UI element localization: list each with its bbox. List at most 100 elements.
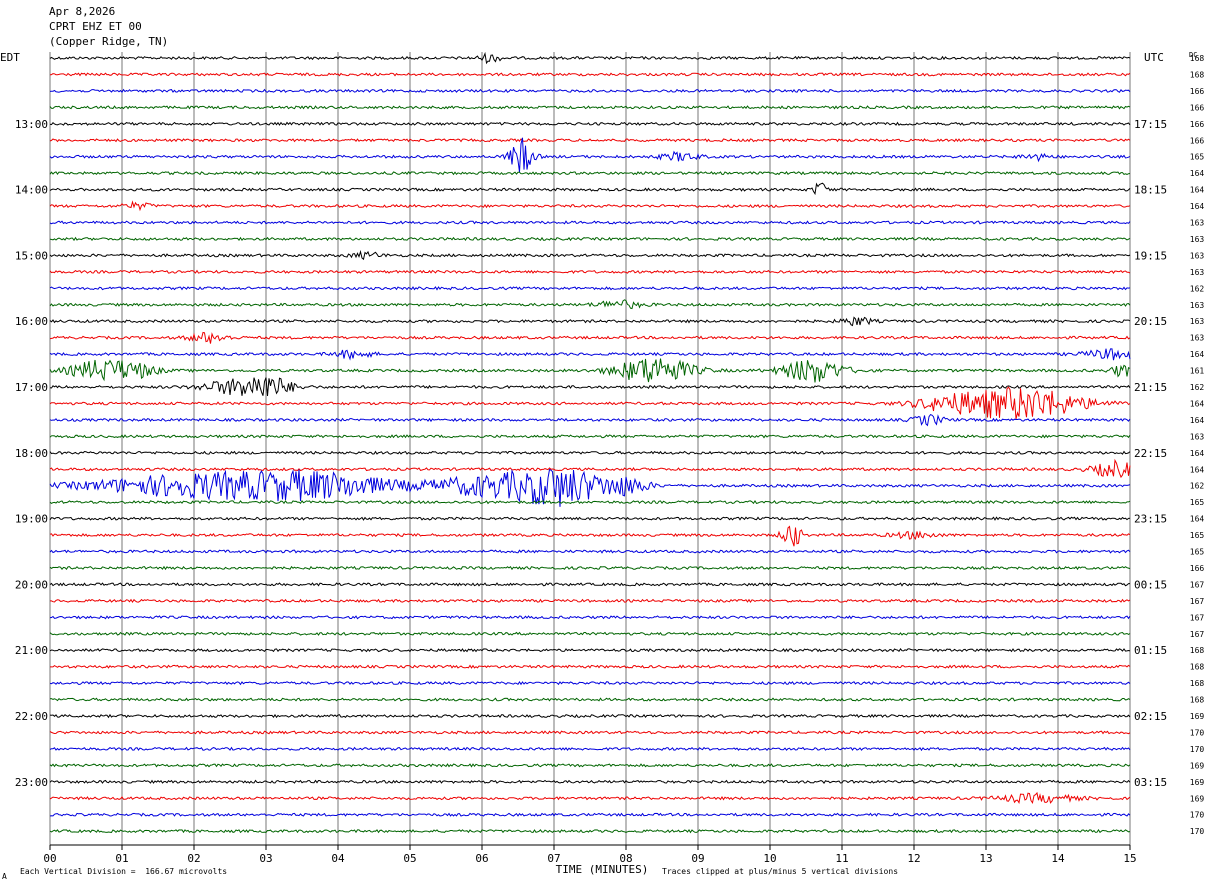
x-tick-label: 04 (331, 852, 345, 865)
trace-row-46 (49, 812, 1131, 817)
trace-row-3 (49, 105, 1131, 110)
utc-hour-label: 00:15 (1134, 578, 1167, 591)
x-tick-label: 01 (115, 852, 128, 865)
trace-row-47 (49, 828, 1131, 834)
utc-hour-label: 23:15 (1134, 513, 1167, 526)
trace-row-36 (49, 648, 1131, 653)
x-tick-label: 02 (187, 852, 200, 865)
dc-offset-label: 164 (1190, 416, 1205, 425)
trace-row-34 (49, 615, 1131, 620)
dc-offset-label: 163 (1190, 301, 1205, 310)
x-tick-label: 15 (1123, 852, 1136, 865)
dc-offset-label: 167 (1190, 580, 1205, 589)
trace-row-26 (49, 468, 1131, 507)
trace-row-0 (49, 51, 1131, 65)
trace-row-39 (49, 697, 1131, 702)
edt-hour-label: 13:00 (15, 118, 48, 131)
dc-offset-label: 168 (1190, 679, 1205, 688)
utc-axis-label: UTC (1144, 51, 1164, 64)
dc-offset-label: 170 (1190, 827, 1205, 836)
dc-offset-label: 165 (1190, 548, 1205, 557)
edt-hour-label: 18:00 (15, 447, 48, 460)
utc-hour-label: 22:15 (1134, 447, 1167, 460)
dc-offset-label: 170 (1190, 728, 1205, 737)
dc-offset-label: 164 (1190, 186, 1205, 195)
dc-offset-label: 170 (1190, 811, 1205, 820)
edt-hour-label: 19:00 (15, 513, 48, 526)
dc-offset-label: 166 (1190, 87, 1205, 96)
dc-offset-label: 165 (1190, 498, 1205, 507)
edt-hour-label: 14:00 (15, 184, 48, 197)
edt-hour-label: 22:00 (15, 710, 48, 723)
utc-hour-label: 19:15 (1134, 249, 1167, 262)
x-tick-label: 13 (979, 852, 992, 865)
dc-offset-label: 168 (1190, 646, 1205, 655)
trace-row-28 (49, 516, 1131, 521)
dc-offset-label: 163 (1190, 317, 1205, 326)
trace-row-25 (49, 458, 1131, 479)
trace-row-23 (49, 434, 1131, 439)
trace-row-43 (49, 763, 1131, 768)
trace-row-42 (49, 746, 1131, 752)
utc-hour-label: 02:15 (1134, 710, 1167, 723)
x-tick-label: 12 (907, 852, 920, 865)
dc-offset-label: 163 (1190, 334, 1205, 343)
trace-row-24 (49, 450, 1131, 455)
trace-row-4 (49, 121, 1131, 126)
dc-offset-label: 167 (1190, 630, 1205, 639)
dc-offset-label: 163 (1190, 235, 1205, 244)
dc-offset-label: 164 (1190, 350, 1205, 359)
dc-offset-label: 164 (1190, 169, 1205, 178)
edt-hour-label: 23:00 (15, 776, 48, 789)
trace-row-41 (49, 730, 1131, 735)
trace-row-14 (49, 286, 1131, 291)
dc-offset-label: 164 (1190, 399, 1205, 408)
edt-hour-label: 17:00 (15, 381, 48, 394)
trace-row-11 (49, 236, 1131, 242)
edt-hour-label: 21:00 (15, 644, 48, 657)
utc-hour-label: 03:15 (1134, 776, 1167, 789)
date-label: Apr 8,2026 (49, 5, 116, 18)
x-tick-label: 09 (691, 852, 704, 865)
utc-hour-label: 20:15 (1134, 315, 1167, 328)
dc-offset-label: 162 (1190, 482, 1205, 491)
dc-offset-label: 163 (1190, 268, 1205, 277)
dc-offset-label: 162 (1190, 284, 1205, 293)
dc-offset-label: 167 (1190, 597, 1205, 606)
trace-row-16 (49, 316, 1131, 327)
trace-row-21 (49, 386, 1131, 420)
trace-row-2 (49, 88, 1131, 94)
trace-row-40 (49, 713, 1131, 719)
dc-offset-label: 166 (1190, 136, 1205, 145)
trace-row-27 (49, 499, 1131, 505)
scale-note: Each Vertical Division = 166.67 microvol… (20, 867, 228, 876)
dc-offset-label: 168 (1190, 70, 1205, 79)
x-tick-label: 08 (619, 852, 632, 865)
trace-row-18 (49, 348, 1131, 361)
x-tick-label: 03 (259, 852, 272, 865)
dc-offset-label: 164 (1190, 515, 1205, 524)
dc-offset-label: 168 (1190, 663, 1205, 672)
trace-row-19 (49, 358, 1131, 383)
dc-offset-label: 163 (1190, 432, 1205, 441)
edt-hour-label: 16:00 (15, 315, 48, 328)
edt-hour-label: 15:00 (15, 249, 48, 262)
dc-offset-label: 166 (1190, 103, 1205, 112)
trace-row-44 (49, 779, 1131, 784)
trace-row-38 (49, 680, 1131, 686)
trace-row-20 (49, 377, 1131, 396)
trace-row-37 (50, 664, 1131, 669)
dc-offset-label: 166 (1190, 120, 1205, 129)
trace-row-7 (49, 170, 1131, 176)
clip-note: Traces clipped at plus/minus 5 vertical … (662, 867, 899, 876)
dc-offset-label: 162 (1190, 383, 1205, 392)
x-tick-label: 10 (763, 852, 776, 865)
dc-offset-label: 168 (1190, 696, 1205, 705)
edt-axis-label: EDT (0, 51, 20, 64)
dc-offset-label: 169 (1190, 761, 1205, 770)
trace-row-45 (49, 791, 1131, 805)
trace-row-22 (49, 413, 1131, 427)
x-tick-label: 00 (43, 852, 56, 865)
trace-row-10 (49, 220, 1131, 225)
